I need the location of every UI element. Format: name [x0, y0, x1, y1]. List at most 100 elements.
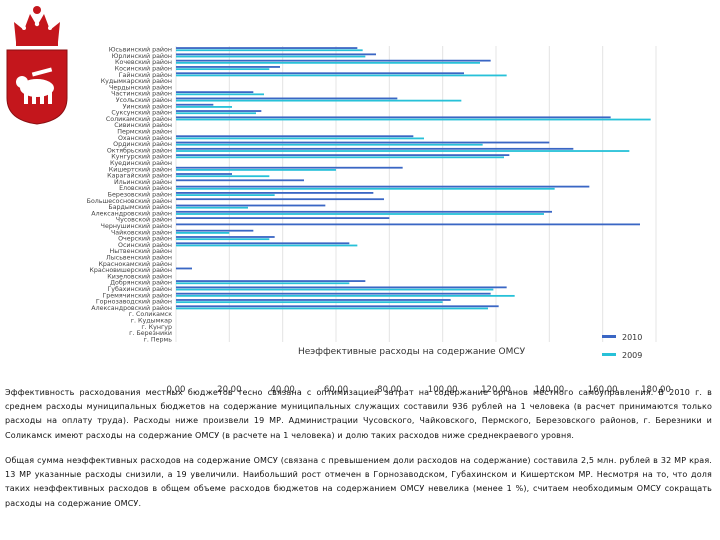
legend-swatch-2009	[602, 353, 616, 356]
category-label: Ильинский район	[114, 178, 172, 186]
category-label: Добрянский район	[110, 279, 172, 287]
bar-2009	[176, 231, 230, 234]
category-label: Кишертский район	[109, 165, 172, 173]
category-label: Гремячинский район	[102, 291, 172, 299]
bar-2009	[176, 175, 270, 178]
x-tick-label: 100,00	[428, 385, 458, 395]
category-label: Лысьвенский район	[106, 253, 172, 261]
bar-2010	[176, 91, 254, 94]
category-label: Еловский район	[119, 184, 172, 192]
category-label: Суксунский район	[111, 109, 172, 117]
category-label: Александровский район	[91, 209, 172, 217]
bar-2010	[176, 72, 464, 75]
bar-2009	[176, 213, 544, 215]
category-label: Кудымкарский район	[101, 77, 172, 85]
bar-2009	[176, 150, 630, 152]
x-tick-label: 40,00	[270, 385, 294, 395]
category-label: Частинский район	[111, 90, 172, 98]
paragraph-efficiency: Эффективность расходования местных бюдже…	[5, 388, 712, 440]
bar-2010	[176, 173, 232, 175]
category-label: Очерский район	[118, 235, 172, 243]
x-tick-label: 20,00	[217, 385, 241, 395]
bar-2010	[176, 299, 451, 301]
bar-2009	[176, 206, 248, 209]
category-label: Октябрьский район	[107, 146, 172, 154]
bar-2010	[176, 217, 390, 219]
category-label: г. Березники	[129, 330, 172, 337]
category-label: Чусовской район	[116, 216, 172, 224]
bar-2009	[176, 156, 504, 159]
bar-2009	[176, 301, 443, 304]
bar-2009	[176, 244, 358, 247]
bar-2010	[176, 166, 403, 169]
category-label: Большесосновский район	[87, 197, 172, 205]
crown-icon	[14, 6, 60, 46]
x-tick-label: 0,00	[167, 385, 186, 395]
category-label: Кунгурский район	[111, 153, 172, 161]
bar-2010	[176, 116, 611, 119]
category-label: Чайковский район	[111, 228, 172, 236]
bar-2010	[176, 267, 192, 270]
bar-2009	[176, 106, 232, 108]
bar-2010	[176, 185, 590, 188]
category-label: Юсьвинский район	[109, 46, 172, 54]
bar-2009	[176, 238, 270, 241]
bar-2010	[176, 198, 384, 201]
category-label: Кизеловский район	[107, 272, 172, 280]
bar-2010	[176, 135, 414, 138]
bar-2009	[176, 112, 256, 115]
bar-2009	[176, 143, 483, 146]
legend-label-2009: 2009	[622, 351, 642, 360]
category-label: Осинский район	[118, 241, 172, 249]
category-label: Юрлинский район	[112, 52, 172, 60]
category-label: Красновишерский район	[89, 266, 172, 274]
bar-2009	[176, 93, 264, 96]
x-tick-label: 140,00	[534, 385, 564, 395]
bar-2009	[176, 118, 651, 121]
bar-2010	[176, 59, 491, 62]
category-label: Чернушинский район	[101, 222, 172, 230]
category-label: Куединский район	[110, 159, 172, 167]
bar-2010	[176, 204, 326, 207]
category-label: Горнозаводский район	[96, 298, 172, 306]
bar-2009	[176, 99, 462, 102]
paragraph-inefficient-expenses: Общая сумма неэффективных расходов на со…	[5, 456, 712, 508]
bar-2010	[176, 223, 640, 226]
bar-2010	[176, 179, 304, 182]
bar-2010	[176, 210, 552, 213]
bar-2010	[176, 47, 358, 49]
x-tick-label: 120,00	[481, 385, 511, 395]
bar-2009	[176, 137, 424, 140]
bar-2010	[176, 97, 398, 100]
bar-2010	[176, 141, 550, 144]
legend-swatch-2010	[602, 335, 616, 338]
bar-2010	[176, 192, 374, 194]
chart-annotation: Неэффективные расходы на содержание ОМСУ	[298, 347, 526, 357]
category-label: Уинский район	[123, 102, 172, 110]
bar-2009	[176, 294, 515, 297]
category-label: Ординский район	[113, 140, 172, 148]
bar-2010	[176, 292, 491, 295]
category-label: г. Соликамск	[129, 311, 173, 318]
bar-2009	[176, 61, 480, 64]
bar-2009	[176, 307, 488, 310]
perm-krai-coat-of-arms	[6, 6, 68, 125]
bar-2009	[176, 55, 366, 58]
category-label: Нытвенский район	[110, 247, 172, 255]
category-label: Усольский район	[116, 96, 172, 104]
x-tick-label: 160,00	[588, 385, 618, 395]
bar-2010	[176, 66, 280, 68]
category-label: Пермский район	[117, 128, 172, 136]
bar-2010	[176, 147, 574, 150]
x-tick-label: 60,00	[324, 385, 348, 395]
category-label: Губахинский район	[107, 285, 172, 293]
bar-2009	[176, 68, 270, 71]
bar-2009	[176, 194, 275, 196]
category-label: г. Кудымкар	[131, 317, 172, 324]
bar-2009	[176, 288, 494, 291]
category-label: Бардымский район	[108, 203, 172, 211]
bar-2010	[176, 280, 366, 282]
category-label: Карагайский район	[107, 172, 172, 180]
bear-icon	[16, 67, 54, 104]
